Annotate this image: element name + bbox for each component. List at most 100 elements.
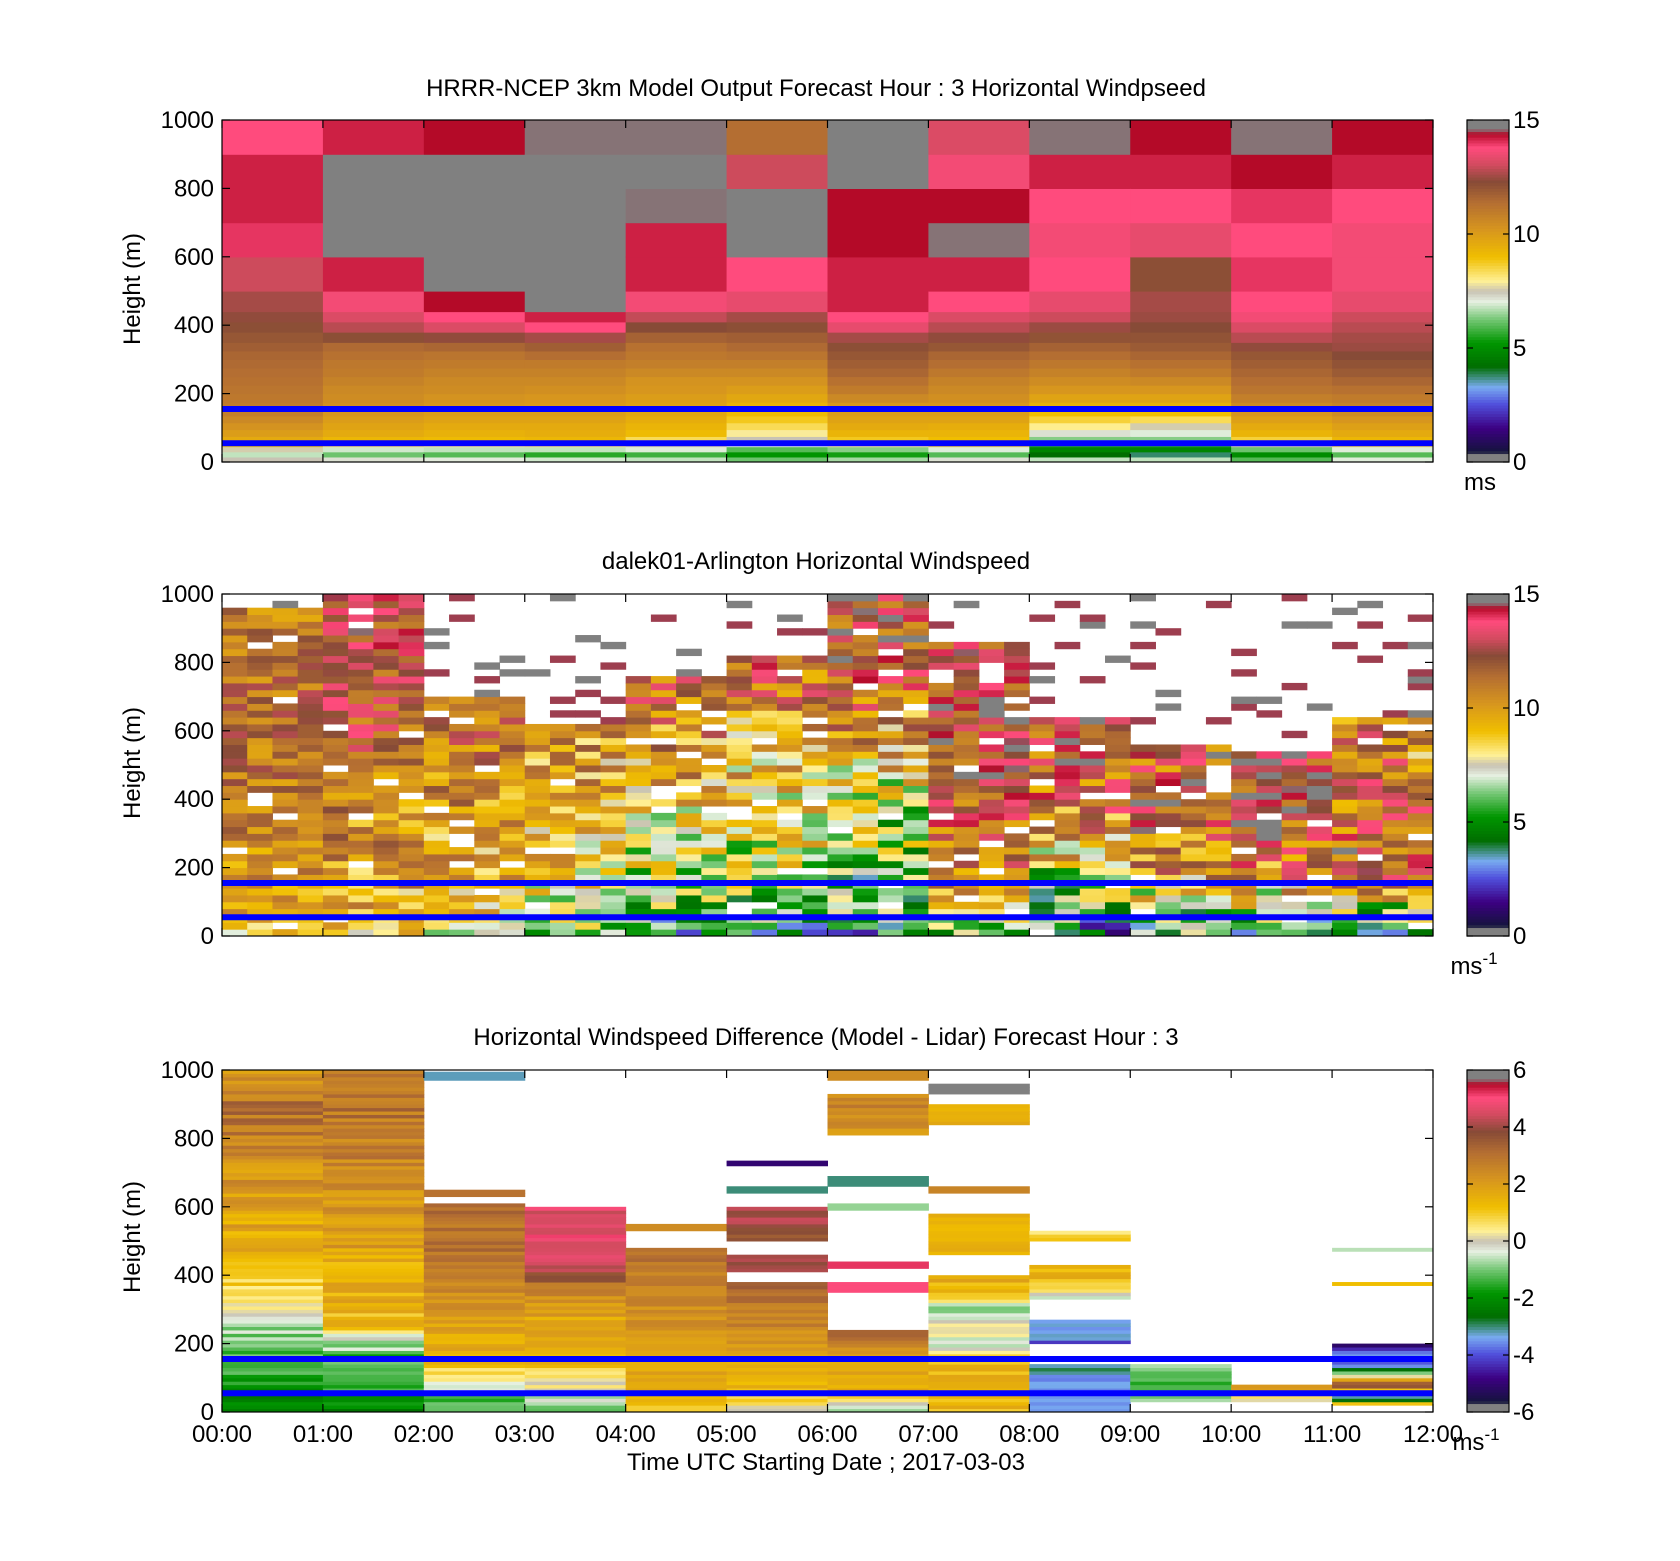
heatmap-cell [1231,840,1257,848]
heatmap-cell [1004,806,1030,814]
heatmap-cell [222,1264,324,1269]
heatmap-cell [827,819,854,828]
heatmap-cell [650,929,677,936]
heatmap-cell [222,1223,324,1228]
heatmap-cell [877,778,904,787]
heatmap-cell [222,1381,324,1386]
heatmap-cell [903,641,929,650]
heatmap-cell [1332,819,1358,828]
heatmap-cell [1180,812,1207,821]
heatmap-cell [1054,894,1081,903]
heatmap-cell [1130,422,1232,431]
colorbar-swatch [1467,1289,1509,1293]
heatmap-cell [398,888,425,896]
heatmap-cell [322,1254,425,1259]
colorbar-swatch [1467,759,1509,763]
heatmap-cell [423,1367,526,1372]
colorbar-swatch [1467,1164,1509,1168]
heatmap-cell [297,614,324,622]
colorbar-swatch [1467,1380,1509,1385]
heatmap-cell [1357,819,1384,828]
heatmap-cell [726,422,829,431]
heatmap-cell [1180,785,1207,793]
heatmap-cell [1231,696,1257,704]
heatmap-cell [852,621,879,629]
heatmap-cell [701,867,728,875]
heatmap-cell [322,689,349,698]
heatmap-cell [1306,778,1333,787]
colorbar-swatch [1467,1326,1509,1330]
heatmap-cell [398,669,425,677]
heatmap-cell [373,922,400,930]
colorbar-swatch [1467,359,1509,363]
heatmap-cell [322,1271,425,1276]
heatmap-cell [676,860,702,869]
heatmap-cell [575,771,601,780]
heatmap-cell [474,874,501,882]
heatmap-cell [373,662,400,670]
heatmap-cell [549,867,576,875]
heatmap-cell [726,1370,828,1375]
colorbar-swatch [1467,605,1509,609]
heatmap-cell [1029,1271,1131,1276]
heatmap-cell [247,833,273,841]
heatmap-cell [928,1295,1030,1300]
heatmap-cell [1054,799,1081,807]
heatmap-cell [423,723,450,732]
heatmap-cell [802,860,828,869]
heatmap-cell [1180,833,1207,841]
heatmap-cell [650,771,677,780]
heatmap-cell [1029,408,1131,417]
y-tick-label: 200 [174,855,214,882]
heatmap-cell [877,758,904,766]
colorbar-swatch [1467,367,1509,372]
heatmap-cell [524,393,627,403]
heatmap-cell [1029,758,1056,766]
heatmap-cell [322,1179,425,1184]
heatmap-cell [1130,812,1156,821]
heatmap-cell [726,1285,828,1290]
heatmap-cell [625,1295,728,1300]
heatmap-cell [474,901,501,910]
heatmap-cell [827,1353,929,1358]
heatmap-cell [322,1093,425,1098]
x-tick-label: 09:00 [1100,1421,1160,1448]
colorbar-swatch [1467,1266,1509,1271]
heatmap-cell [827,429,930,437]
heatmap-cell [1357,751,1384,759]
heatmap-cell [1079,737,1106,745]
colorbar-swatch [1467,339,1509,343]
colorbar-swatch [1467,382,1509,386]
heatmap-cell [928,785,955,793]
heatmap-cell [903,730,929,739]
heatmap-cell [222,1220,324,1225]
heatmap-cell [852,676,879,684]
heatmap-cell [1180,860,1207,869]
heatmap-cell [348,826,374,834]
heatmap-cell [348,655,374,663]
heatmap-cell [1407,744,1433,752]
heatmap-cell [449,751,475,759]
heatmap-cell [272,860,299,869]
heatmap-cell [222,1076,324,1081]
heatmap-cell [1029,1333,1131,1338]
colorbar-swatch [1467,833,1509,837]
heatmap-cell [222,730,248,739]
heatmap-cell [1357,867,1384,875]
heatmap-cell [322,819,349,828]
heatmap-cell [348,853,374,862]
heatmap-cell [524,188,627,224]
heatmap-cell [928,429,1030,437]
heatmap-cell [953,696,980,704]
heatmap-cell [499,826,526,834]
colorbar-swatch [1467,1406,1509,1410]
heatmap-cell [423,376,526,386]
heatmap-cell [423,1377,526,1382]
heatmap-cell [322,1405,425,1410]
heatmap-cell [1407,771,1433,780]
heatmap-cell [1079,874,1106,882]
heatmap-cell [1407,860,1433,869]
heatmap-cell [701,819,728,828]
heatmap-cell [322,696,349,704]
heatmap-cell [1357,847,1384,855]
